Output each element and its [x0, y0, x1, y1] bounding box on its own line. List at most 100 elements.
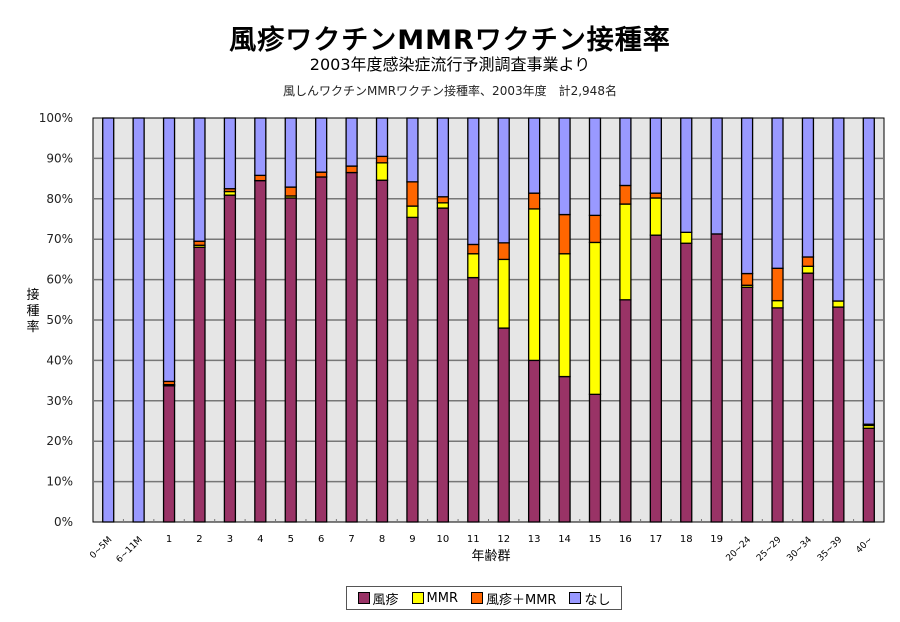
legend-item: MMR [411, 591, 458, 606]
bar-group-8 [375, 117, 389, 523]
bar-segment-MMR [467, 253, 480, 279]
x-tick-label: 6~11M [115, 535, 145, 565]
bar-group-18 [680, 117, 693, 523]
bar-segment-風疹 [801, 272, 815, 523]
bar-segment-なし [801, 117, 815, 258]
bar-segment-なし [740, 117, 754, 275]
y-axis-label-char: 率 [26, 320, 40, 335]
bar-segment-風疹＋MMR [284, 186, 297, 197]
bar-segment-MMR [406, 205, 419, 219]
bar-segment-風疹＋MMR [801, 256, 815, 267]
subtitle: 2003年度感染症流行予測調査事業より [309, 55, 591, 74]
bar-segment-風疹＋MMR [315, 171, 328, 178]
bar-segment-なし [284, 117, 297, 188]
bar-segment-なし [558, 117, 571, 216]
y-tick-label: 40% [46, 353, 73, 367]
y-tick-label: 20% [46, 434, 73, 448]
main-title: 風疹ワクチンMMRワクチン接種率 [229, 25, 671, 56]
bar-segment-風疹 [375, 179, 389, 523]
bar-segment-風疹＋MMR [467, 243, 480, 255]
x-tick-label: 14 [558, 534, 571, 545]
y-tick-label: 70% [46, 232, 73, 246]
bar-segment-風疹 [619, 299, 632, 523]
bar-group-5 [284, 117, 297, 523]
x-tick-label: 1 [166, 534, 172, 545]
bar-segment-MMR [832, 300, 845, 308]
bar-segment-MMR [680, 231, 693, 244]
bar-group-10 [436, 117, 450, 523]
bar-group-15 [588, 117, 602, 523]
bar-segment-MMR [375, 162, 389, 181]
bar-segment-風疹 [254, 179, 267, 523]
bar-group-4 [254, 117, 267, 523]
y-axis-label: 接種率 [26, 288, 40, 336]
y-tick-label: 100% [39, 111, 73, 125]
bar-group-13 [527, 117, 541, 523]
bar-segment-風疹 [193, 246, 206, 523]
legend-item: 風疹＋MMR [470, 589, 556, 608]
bar-segment-風疹＋MMR [345, 165, 358, 174]
bar-segment-MMR [619, 203, 632, 301]
bar-segment-風疹 [588, 393, 602, 523]
bar-segment-風疹 [162, 385, 176, 523]
y-tick-label: 80% [46, 192, 73, 206]
x-tick-label: 11 [467, 534, 480, 545]
bar-segment-MMR [527, 208, 541, 362]
bar-segment-風疹 [527, 359, 541, 523]
bar-segment-なし [223, 117, 237, 190]
y-tick-label: 0% [54, 515, 73, 529]
bar-segment-風疹 [345, 171, 358, 523]
y-tick-label: 60% [46, 273, 73, 287]
bar-segment-風疹 [406, 216, 419, 523]
bar-group-25~29 [771, 117, 784, 523]
bar-segment-MMR [801, 265, 815, 274]
bar-segment-なし [649, 117, 662, 194]
bar-segment-なし [710, 117, 723, 235]
y-tick-label: 50% [46, 313, 73, 327]
x-tick-label: 9 [409, 534, 415, 545]
bar-segment-MMR [588, 241, 602, 395]
bar-segment-なし [436, 117, 450, 198]
bar-segment-風疹＋MMR [527, 192, 541, 210]
bar-segment-MMR [771, 299, 784, 309]
bar-segment-MMR [436, 202, 450, 209]
x-tick-label: 20~24 [725, 535, 754, 564]
bar-segment-風疹 [558, 375, 571, 523]
x-tick-label: 10 [436, 534, 449, 545]
bar-segment-風疹＋MMR [254, 174, 267, 182]
x-tick-label: 17 [649, 534, 662, 545]
bar-segment-なし [619, 117, 632, 187]
bar-segment-風疹＋MMR [406, 181, 419, 207]
bar-segment-MMR [558, 253, 571, 378]
x-tick-label: 18 [680, 534, 693, 545]
bar-segment-なし [680, 117, 693, 233]
y-tick-label: 30% [46, 394, 73, 408]
x-tick-label: 35~39 [816, 535, 845, 564]
bar-group-11 [467, 117, 480, 523]
x-axis-label: 年齢群 [471, 549, 510, 564]
legend-item: なし [569, 589, 610, 608]
bar-group-35~39 [832, 117, 845, 523]
bar-group-16 [619, 117, 632, 523]
x-tick-label: 30~34 [785, 535, 814, 564]
bar-group-2 [193, 117, 206, 523]
chart-title: 風しんワクチンMMRワクチン接種率、2003年度 計2,948名 [283, 84, 617, 98]
bar-segment-風疹＋MMR [740, 272, 754, 286]
bar-segment-なし [375, 117, 389, 158]
legend: 風疹 MMR 風疹＋MMR なし [346, 586, 622, 610]
bar-segment-風疹 [284, 197, 297, 523]
x-tick-label: 15 [589, 534, 602, 545]
bar-segment-風疹 [862, 427, 875, 523]
bar-segment-MMR [497, 258, 510, 329]
bar-segment-風疹 [315, 176, 328, 523]
bar-segment-なし [254, 117, 267, 177]
y-tick-label: 10% [46, 475, 73, 489]
bar-segment-なし [193, 117, 206, 242]
x-tick-label: 4 [257, 534, 263, 545]
bar-group-9 [406, 117, 419, 523]
bar-segment-なし [527, 117, 541, 194]
x-tick-label: 6 [318, 534, 324, 545]
bar-segment-MMR [649, 197, 662, 236]
legend-label: なし [584, 592, 611, 608]
bar-group-14 [558, 117, 571, 523]
